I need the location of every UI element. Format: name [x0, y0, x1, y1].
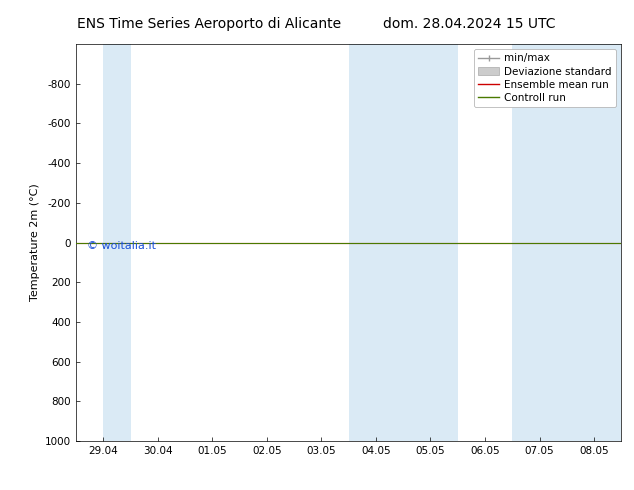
Y-axis label: Temperature 2m (°C): Temperature 2m (°C)	[30, 184, 39, 301]
Bar	[103, 44, 131, 441]
Text: ENS Time Series Aeroporto di Alicante: ENS Time Series Aeroporto di Alicante	[77, 17, 341, 31]
Bar	[349, 44, 458, 441]
Text: © woitalia.it: © woitalia.it	[87, 241, 156, 250]
Bar	[512, 44, 621, 441]
Text: dom. 28.04.2024 15 UTC: dom. 28.04.2024 15 UTC	[383, 17, 555, 31]
Legend: min/max, Deviazione standard, Ensemble mean run, Controll run: min/max, Deviazione standard, Ensemble m…	[474, 49, 616, 107]
